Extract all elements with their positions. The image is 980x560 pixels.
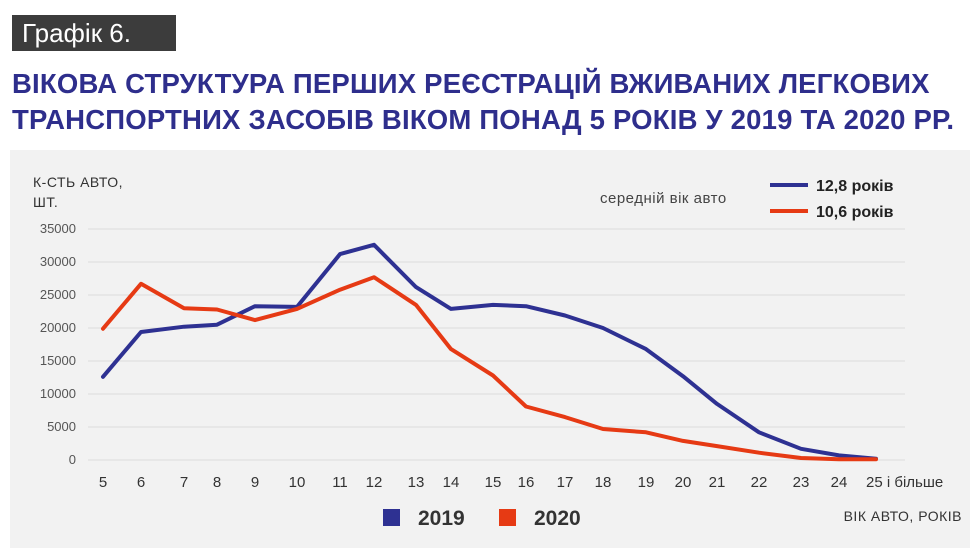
data-point-2020 [837,457,841,461]
data-point-2020 [524,405,528,408]
y-tick-label: 30000 [40,254,76,269]
data-point-2020 [449,347,453,351]
x-tick-label: 22 [751,474,768,491]
data-point-2020 [253,318,257,322]
data-point-2020 [601,427,605,431]
data-point-2020 [295,307,299,311]
data-point-2020 [799,456,803,460]
y-axis-label-line-1: К-СТЬ АВТО, [33,174,123,190]
avg-age-2020: 10,6 років [816,204,894,221]
x-tick-label: 24 [831,474,848,491]
data-point-2020 [139,282,143,286]
data-point-2019 [372,243,376,247]
legend-label-2020: 2020 [534,507,581,530]
data-point-2019 [601,326,605,330]
x-tick-label: 16 [518,474,535,491]
data-point-2019 [491,303,495,307]
y-tick-label: 35000 [40,221,76,236]
x-tick-label: 10 [289,474,306,491]
data-point-2019 [715,402,719,406]
data-point-2019 [414,285,418,289]
chart-number-badge: Графік 6. [12,15,176,51]
y-tick-label: 0 [69,452,76,467]
x-tick-label: 15 [485,474,502,491]
data-point-2020 [101,327,105,331]
y-tick-label: 15000 [40,353,76,368]
chart-title-line-2: ТРАНСПОРТНИХ ЗАСОБІВ ВІКОМ ПОНАД 5 РОКІВ… [12,104,955,135]
y-tick-label: 20000 [40,320,76,335]
data-point-2020 [491,374,495,377]
legend-swatch-2019 [383,509,400,526]
legend-swatch-2020 [499,509,516,526]
x-tick-label: 19 [638,474,655,491]
data-point-2020 [681,439,685,443]
y-tick-label: 25000 [40,287,76,302]
x-tick-label: 23 [793,474,810,491]
data-point-2019 [101,375,105,379]
grid-lines [88,228,905,461]
x-tick-label: 8 [213,474,221,491]
chart-title-line-1: ВІКОВА СТРУКТУРА ПЕРШИХ РЕЄСТРАЦІЙ ВЖИВА… [12,68,930,99]
data-point-2020 [874,457,878,461]
data-point-2020 [338,288,342,292]
x-tick-label: 14 [443,474,460,491]
x-tick-label: 17 [557,474,574,491]
x-tick-label: 21 [709,474,726,491]
data-point-2020 [757,451,761,455]
x-axis-label: ВІК АВТО, РОКІВ [844,508,962,524]
data-point-2020 [414,303,418,307]
data-point-2019 [799,447,803,451]
data-point-2020 [715,444,719,448]
data-point-2020 [372,275,376,279]
y-tick-label: 10000 [40,386,76,401]
data-point-2019 [449,307,453,311]
x-tick-label: 13 [408,474,425,491]
series-lines [101,242,878,462]
x-tick-label: 18 [595,474,612,491]
data-point-2019 [563,314,567,317]
data-point-2019 [681,374,685,378]
x-tick-label: 9 [251,474,259,491]
data-point-2019 [253,304,257,308]
x-tick-label: 5 [99,474,107,491]
data-point-2019 [644,347,648,351]
data-point-2020 [215,308,219,311]
data-point-2019 [524,304,528,308]
x-tick-label: 20 [675,474,692,491]
x-axis-ticks: 5 6 7 8 9 10 11 12 13 14 15 16 17 18 19 20 21 22 23 24 25 і … [99,474,943,491]
avg-age-2019: 12,8 років [816,178,894,195]
data-point-2020 [644,430,648,434]
x-tick-label: 25 і більше [866,474,943,491]
x-tick-label: 6 [137,474,145,491]
x-tick-label: 7 [180,474,188,491]
chart-title: ВІКОВА СТРУКТУРА ПЕРШИХ РЕЄСТРАЦІЙ ВЖИВА… [12,66,972,138]
x-tick-label: 12 [366,474,383,491]
chart-panel [10,150,970,548]
data-point-2019 [338,252,342,256]
data-point-2019 [215,323,219,327]
data-point-2019 [837,453,841,457]
y-tick-label: 5000 [47,419,76,434]
avg-age-title: середній вік авто [600,190,727,207]
y-axis-label-line-2: ШТ. [33,194,58,210]
x-tick-label: 11 [332,474,348,491]
data-point-2019 [757,430,761,434]
data-point-2019 [139,330,143,334]
data-point-2020 [563,415,567,419]
data-point-2020 [182,306,186,310]
data-point-2019 [182,325,186,329]
legend-label-2019: 2019 [418,507,465,530]
y-axis-ticks: 35000 30000 25000 20000 15000 10000 5000 0 [40,221,76,467]
